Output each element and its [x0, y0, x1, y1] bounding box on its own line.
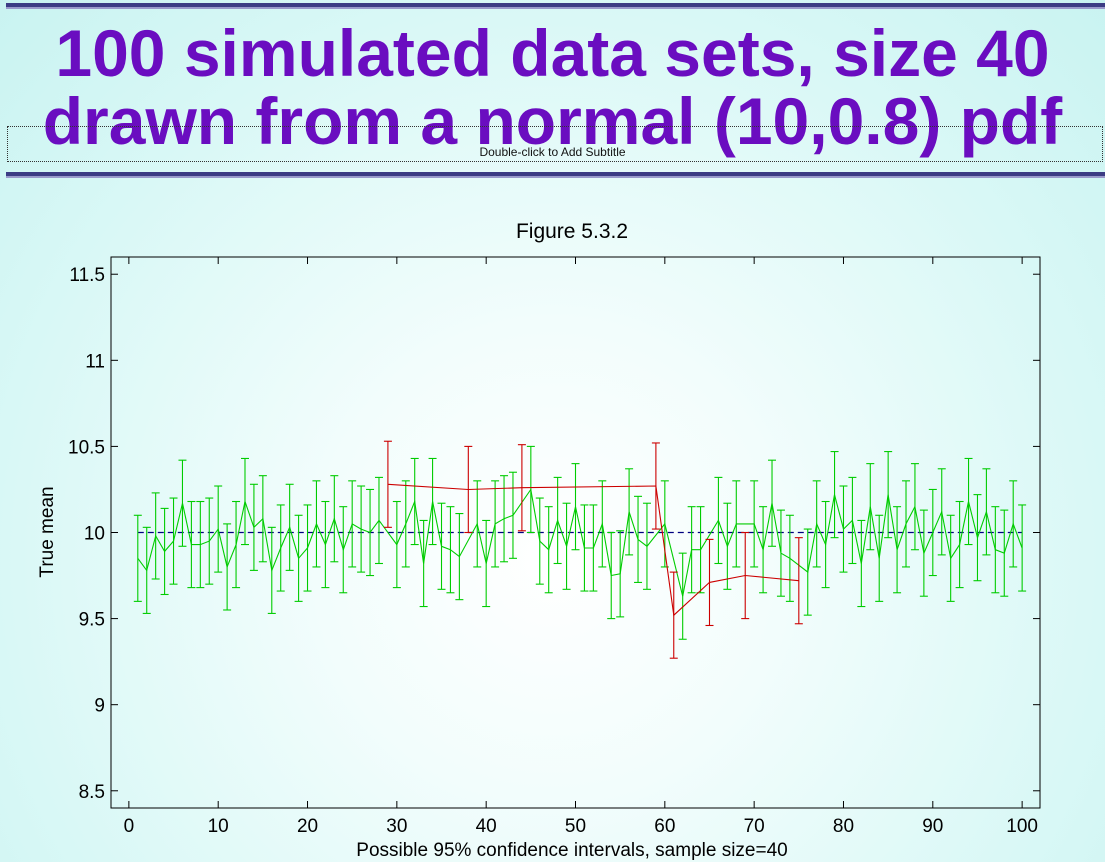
x-tick-label: 10 — [208, 816, 229, 837]
chart-title: Figure 5.3.2 — [516, 220, 628, 243]
x-tick-label: 30 — [386, 816, 407, 837]
bottom-rule-shadow — [6, 176, 1105, 178]
slide-title-line2: drawn from a normal (10,0.8) pdf — [42, 84, 1063, 158]
y-tick-label: 11.5 — [69, 265, 105, 286]
x-tick-label: 20 — [297, 816, 318, 837]
y-axis-label: True mean — [37, 486, 58, 577]
x-tick-label: 40 — [476, 816, 497, 837]
subtitle-hint: Double-click to Add Subtitle — [479, 145, 626, 159]
x-axis-label: Possible 95% confidence intervals, sampl… — [356, 840, 787, 861]
missing-means-line — [387, 483, 799, 617]
top-rule-shadow — [6, 7, 1105, 9]
y-tick-label: 11 — [85, 351, 105, 372]
subtitle-placeholder[interactable] — [7, 126, 1103, 162]
covering-means-line — [137, 488, 1023, 597]
slide-title-line1: 100 simulated data sets, size 40 — [55, 16, 1050, 90]
y-tick-label: 10.5 — [68, 437, 105, 458]
y-tick-label: 8.5 — [79, 782, 105, 803]
x-tick-label: 100 — [1006, 816, 1038, 837]
x-tick-label: 50 — [565, 816, 586, 837]
top-rule — [6, 3, 1105, 7]
x-tick-label: 0 — [124, 816, 135, 837]
y-tick-label: 10 — [84, 524, 105, 545]
x-tick-label: 60 — [654, 816, 675, 837]
x-tick-label: 80 — [833, 816, 854, 837]
y-tick-label: 9 — [94, 696, 105, 717]
x-tick-label: 70 — [744, 816, 765, 837]
y-tick-label: 9.5 — [79, 610, 105, 631]
bottom-rule — [6, 172, 1105, 176]
x-tick-label: 90 — [922, 816, 943, 837]
